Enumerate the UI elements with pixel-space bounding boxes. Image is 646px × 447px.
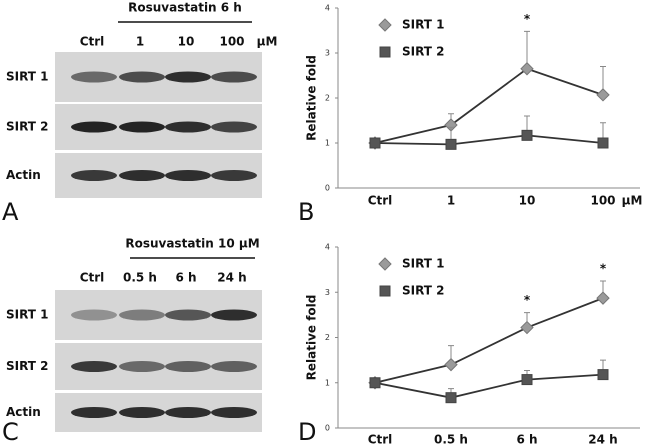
marker: [445, 392, 457, 404]
panel-letter: D: [298, 418, 316, 446]
blot-band: [71, 170, 117, 181]
row-label: SIRT 2: [6, 120, 49, 134]
blot-band: [119, 309, 165, 321]
marker: [445, 138, 457, 150]
lane-label: Ctrl: [80, 35, 105, 49]
blot-band: [119, 407, 165, 418]
annotation: *: [524, 293, 531, 307]
blot-band: [211, 407, 257, 418]
y-tick-label: 4: [325, 243, 330, 252]
x-tick-label: 6 h: [516, 433, 537, 447]
x-tick-label: 1: [447, 194, 455, 208]
blot-band: [165, 309, 211, 321]
marker: [596, 88, 610, 102]
row-label: Actin: [6, 405, 41, 419]
blot-band: [165, 170, 211, 181]
blot-band: [71, 71, 117, 83]
x-tick-label: 10: [519, 194, 536, 208]
series-line: [374, 373, 604, 399]
blot-band: [211, 71, 257, 83]
lane-label: 1: [136, 35, 144, 49]
lane-label: 0.5 h: [123, 271, 157, 285]
blot-band: [211, 170, 257, 181]
marker: [520, 320, 534, 335]
blot-band: [71, 361, 117, 372]
blot-band: [211, 361, 257, 372]
blot-band: [211, 121, 257, 133]
blot-band: [119, 121, 165, 133]
y-tick-label: 4: [325, 4, 330, 13]
y-axis-label: Relative fold: [305, 295, 319, 381]
series-line: [374, 134, 604, 146]
lane-label: 10: [178, 35, 195, 49]
y-axis-label: Relative fold: [305, 55, 319, 141]
marker: [597, 137, 609, 149]
panel-letter: A: [2, 198, 19, 226]
row-label: SIRT 1: [6, 70, 49, 84]
legend-label: SIRT 1: [402, 18, 445, 32]
legend-label: SIRT 2: [402, 45, 445, 59]
legend-marker: [379, 46, 391, 58]
lane-label: 24 h: [217, 271, 246, 285]
legend-marker: [379, 285, 391, 297]
y-tick-label: 2: [325, 94, 330, 103]
x-tick-label: 0.5 h: [434, 433, 468, 447]
y-tick-label: 2: [325, 333, 330, 342]
marker: [444, 357, 458, 372]
unit-label: μM: [257, 35, 278, 49]
legend-marker: [378, 18, 392, 32]
lane-label: 100: [219, 35, 244, 49]
series-line: [374, 297, 604, 384]
blot-band: [119, 71, 165, 83]
panel-letter: C: [2, 418, 19, 446]
y-tick-label: 3: [325, 49, 330, 58]
blot-band: [71, 407, 117, 418]
row-label: Actin: [6, 168, 41, 182]
marker: [369, 377, 381, 389]
blot-band: [71, 121, 117, 133]
marker: [369, 137, 381, 149]
y-tick-label: 1: [325, 139, 330, 148]
x-unit: μM: [622, 194, 643, 208]
blot-band: [165, 121, 211, 133]
x-tick-label: Ctrl: [368, 194, 393, 208]
treatment-label: Rosuvastatin 6 h: [128, 1, 242, 15]
series-line: [374, 67, 604, 144]
annotation: *: [600, 261, 607, 275]
x-tick-label: 24 h: [588, 433, 617, 447]
y-tick-label: 1: [325, 378, 330, 387]
annotation: *: [524, 12, 531, 26]
y-tick-label: 0: [325, 184, 330, 193]
lane-label: 6 h: [175, 271, 196, 285]
marker: [597, 369, 609, 381]
panel-letter: B: [298, 198, 314, 226]
row-label: SIRT 2: [6, 359, 49, 373]
legend-label: SIRT 2: [402, 284, 445, 298]
y-tick-label: 3: [325, 288, 330, 297]
blot-band: [119, 170, 165, 181]
treatment-label: Rosuvastatin 10 μM: [125, 237, 259, 251]
legend-marker: [378, 257, 392, 271]
marker: [596, 291, 610, 305]
blot-band: [165, 361, 211, 372]
y-tick-label: 0: [325, 424, 330, 433]
row-label: SIRT 1: [6, 308, 49, 322]
marker: [521, 129, 533, 141]
blot-band: [211, 309, 257, 321]
marker: [521, 374, 533, 386]
x-tick-label: 100: [590, 194, 615, 208]
blot-band: [71, 309, 117, 321]
blot-band: [119, 361, 165, 372]
legend-label: SIRT 1: [402, 257, 445, 271]
blot-band: [165, 71, 211, 83]
marker: [520, 62, 534, 76]
blot-band: [165, 407, 211, 418]
lane-label: Ctrl: [80, 271, 105, 285]
x-tick-label: Ctrl: [368, 433, 393, 447]
